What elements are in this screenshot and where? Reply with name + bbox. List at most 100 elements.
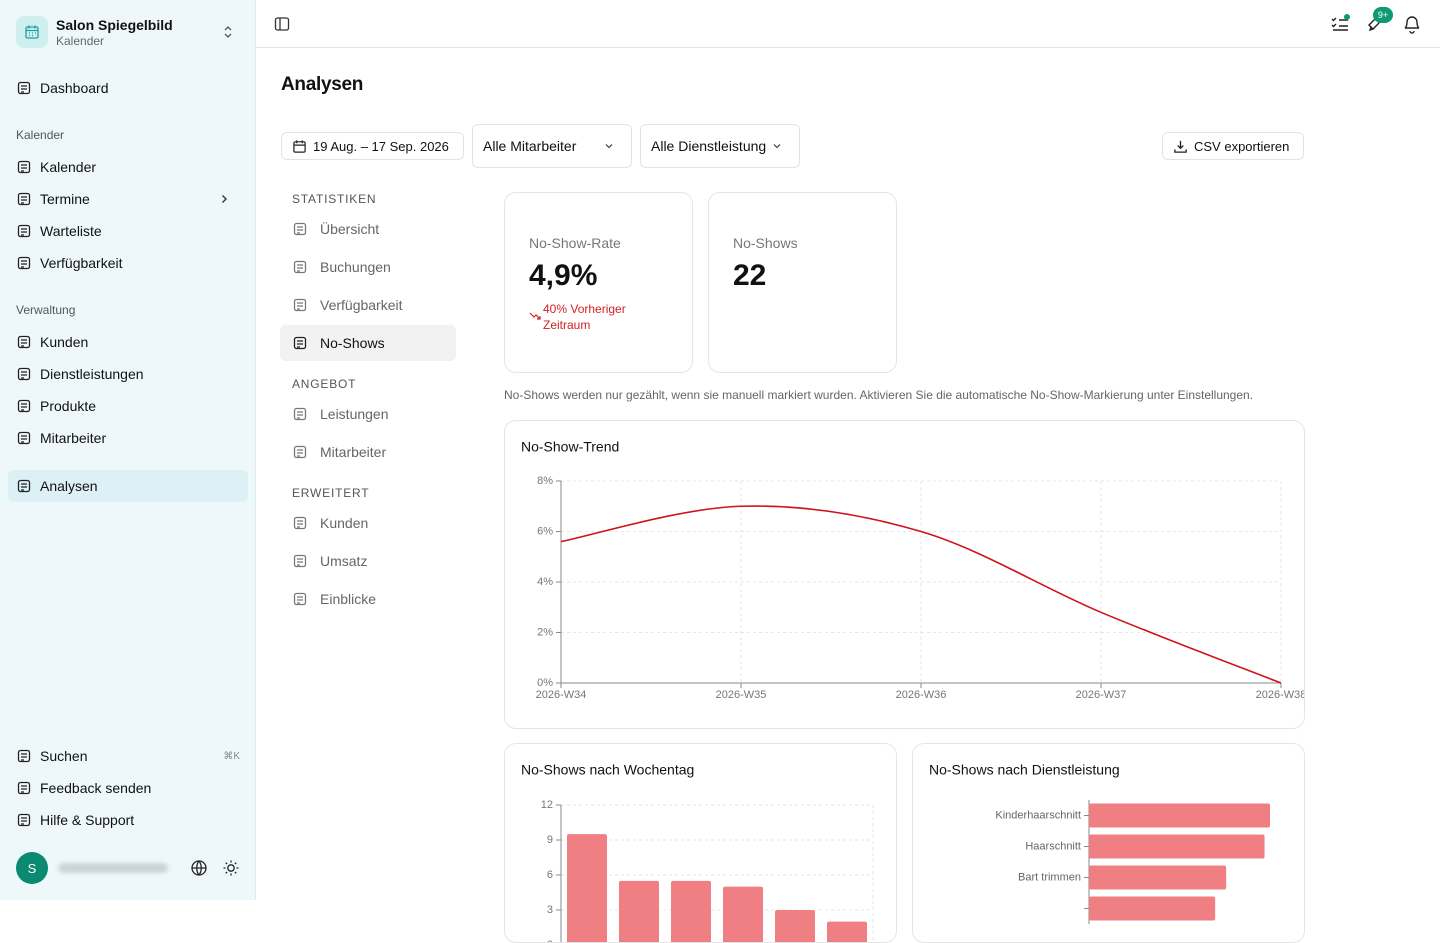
icon [17, 367, 31, 381]
x-tick-label: 2026-W36 [896, 689, 947, 701]
shortcut: ⌘K [223, 750, 240, 762]
chart: No-Shows nach Wochentag 0 3 6 9 12 [521, 762, 874, 942]
subnav-label: Übersicht [320, 221, 380, 237]
subnav-item[interactable]: Verfügbarkeit [280, 287, 456, 323]
nav-item[interactable]: Feedback senden [8, 772, 248, 804]
subnav-label: Verfügbarkeit [320, 297, 403, 313]
subnav-label: Kunden [320, 515, 369, 531]
notifications-button[interactable] [1402, 14, 1422, 34]
icon [17, 192, 31, 206]
chart-title: No-Show-Trend [521, 439, 619, 455]
tasks-button[interactable] [1330, 14, 1350, 34]
user-row: S [16, 852, 242, 884]
icon [17, 479, 31, 493]
icon [17, 224, 31, 238]
subnav-item[interactable]: Übersicht [280, 211, 456, 247]
kpi-change: 40% Vorheriger Zeitraum [543, 302, 626, 332]
date-range-button[interactable]: 19 Aug. – 17 Sep. 2026 [281, 132, 464, 160]
icon [17, 781, 31, 795]
nav-label: Termine [40, 191, 90, 207]
subnav-label: Umsatz [320, 553, 368, 569]
subnav-item[interactable]: No-Shows [280, 325, 456, 361]
nav-item[interactable]: Analysen [8, 470, 248, 502]
y-tick-label: 3 [547, 904, 553, 916]
icon [17, 81, 31, 95]
subnav-label: Einblicke [320, 591, 377, 607]
nav-item[interactable]: Termine [8, 183, 248, 215]
nav-item[interactable]: Warteliste [8, 215, 248, 247]
nav-label: Produkte [40, 398, 97, 414]
bar [1089, 834, 1265, 859]
icon [17, 431, 31, 445]
icon [293, 336, 307, 350]
bar [775, 910, 815, 942]
nav-item[interactable]: Verfügbarkeit [8, 247, 248, 279]
page-title: Analysen [281, 74, 364, 95]
chart-card: No-Shows nach Wochentag 0 3 6 9 12 [504, 743, 897, 943]
user-name-blurred [58, 863, 168, 873]
subnav-item[interactable]: Kunden [280, 505, 456, 541]
service-filter-value: Alle Dienstleistung [651, 138, 767, 154]
nav-item[interactable]: Suchen ⌘K [8, 740, 248, 772]
nav-item[interactable]: Kalender [8, 151, 248, 183]
trend-line [560, 505, 1282, 684]
sidebar-toggle[interactable] [274, 16, 290, 32]
chart-title: No-Shows nach Wochentag [521, 762, 694, 778]
export-button[interactable]: CSV exportieren [1162, 132, 1304, 160]
notice: No-Shows werden nur gezählt, wenn sie ma… [504, 388, 1254, 402]
export-label: CSV exportieren [1194, 138, 1290, 154]
trend-down-icon [529, 312, 541, 320]
y-tick-label: 2% [537, 626, 553, 638]
workspace-switcher[interactable]: Salon Spiegelbild Kalender [16, 16, 240, 48]
nav-item[interactable]: Hilfe & Support [8, 804, 248, 836]
kpi-value: 22 [733, 259, 767, 292]
nav-item[interactable]: Kunden [8, 326, 248, 358]
bar [723, 886, 763, 942]
kpi-card: No-Show-Rate 4,9% 40% Vorheriger Zeitrau… [504, 192, 693, 373]
y-tick-label: 9 [547, 834, 553, 846]
icon [17, 399, 31, 413]
bar [1089, 896, 1216, 921]
nav-label: Mitarbeiter [40, 430, 107, 446]
bar [619, 880, 659, 942]
nav-item[interactable]: Dashboard [8, 72, 248, 104]
kpi-card: No-Shows 22 [708, 192, 897, 373]
subnav-item[interactable]: Umsatz [280, 543, 456, 579]
theme-button[interactable] [222, 859, 240, 877]
avatar[interactable]: S [16, 852, 48, 884]
nav-label: Dashboard [40, 80, 109, 96]
notification-badge: 9+ [1373, 7, 1393, 23]
date-range: 19 Aug. – 17 Sep. 2026 [313, 138, 449, 154]
chart-title: No-Shows nach Dienstleistung [929, 762, 1120, 778]
nav-label: Kunden [40, 334, 89, 350]
nav-item[interactable]: Dienstleistungen [8, 358, 248, 390]
icon [293, 554, 307, 568]
subnav-item[interactable]: Leistungen [280, 396, 456, 432]
nav-item[interactable]: Mitarbeiter [8, 422, 248, 454]
workspace-icon [16, 16, 48, 48]
bar [567, 834, 607, 942]
icon [17, 256, 31, 270]
nav-label: Feedback senden [40, 780, 152, 796]
chart: No-Show-Trend 0% 2% 4% 6% 8% 2026-W34 2026-W35 2… [521, 439, 1304, 701]
nav-item[interactable]: Produkte [8, 390, 248, 422]
topbar: 9+ [256, 0, 1440, 48]
subnav-item[interactable]: Einblicke [280, 581, 456, 617]
chevron [222, 195, 227, 203]
y-tick-label: 0% [537, 677, 553, 689]
subnav-item[interactable]: Buchungen [280, 249, 456, 285]
bar [1089, 865, 1227, 890]
kpi-value: 4,9% [529, 259, 598, 292]
subnav-label: No-Shows [320, 335, 385, 351]
nav-label: Verfügbarkeit [40, 255, 123, 271]
subnav-item[interactable]: Mitarbeiter [280, 434, 456, 470]
icon [293, 260, 307, 274]
service-filter[interactable]: Alle Dienstleistung [640, 124, 800, 168]
language-button[interactable] [190, 859, 208, 877]
staff-filter[interactable]: Alle Mitarbeiter [472, 124, 632, 168]
y-tick-label: 8% [537, 475, 553, 487]
nav-label: Analysen [40, 478, 98, 494]
nav-section-title: Verwaltung [16, 303, 76, 317]
sidebar-nav: Dashboard Kalender Kalender Termine Wartelis… [8, 72, 248, 502]
